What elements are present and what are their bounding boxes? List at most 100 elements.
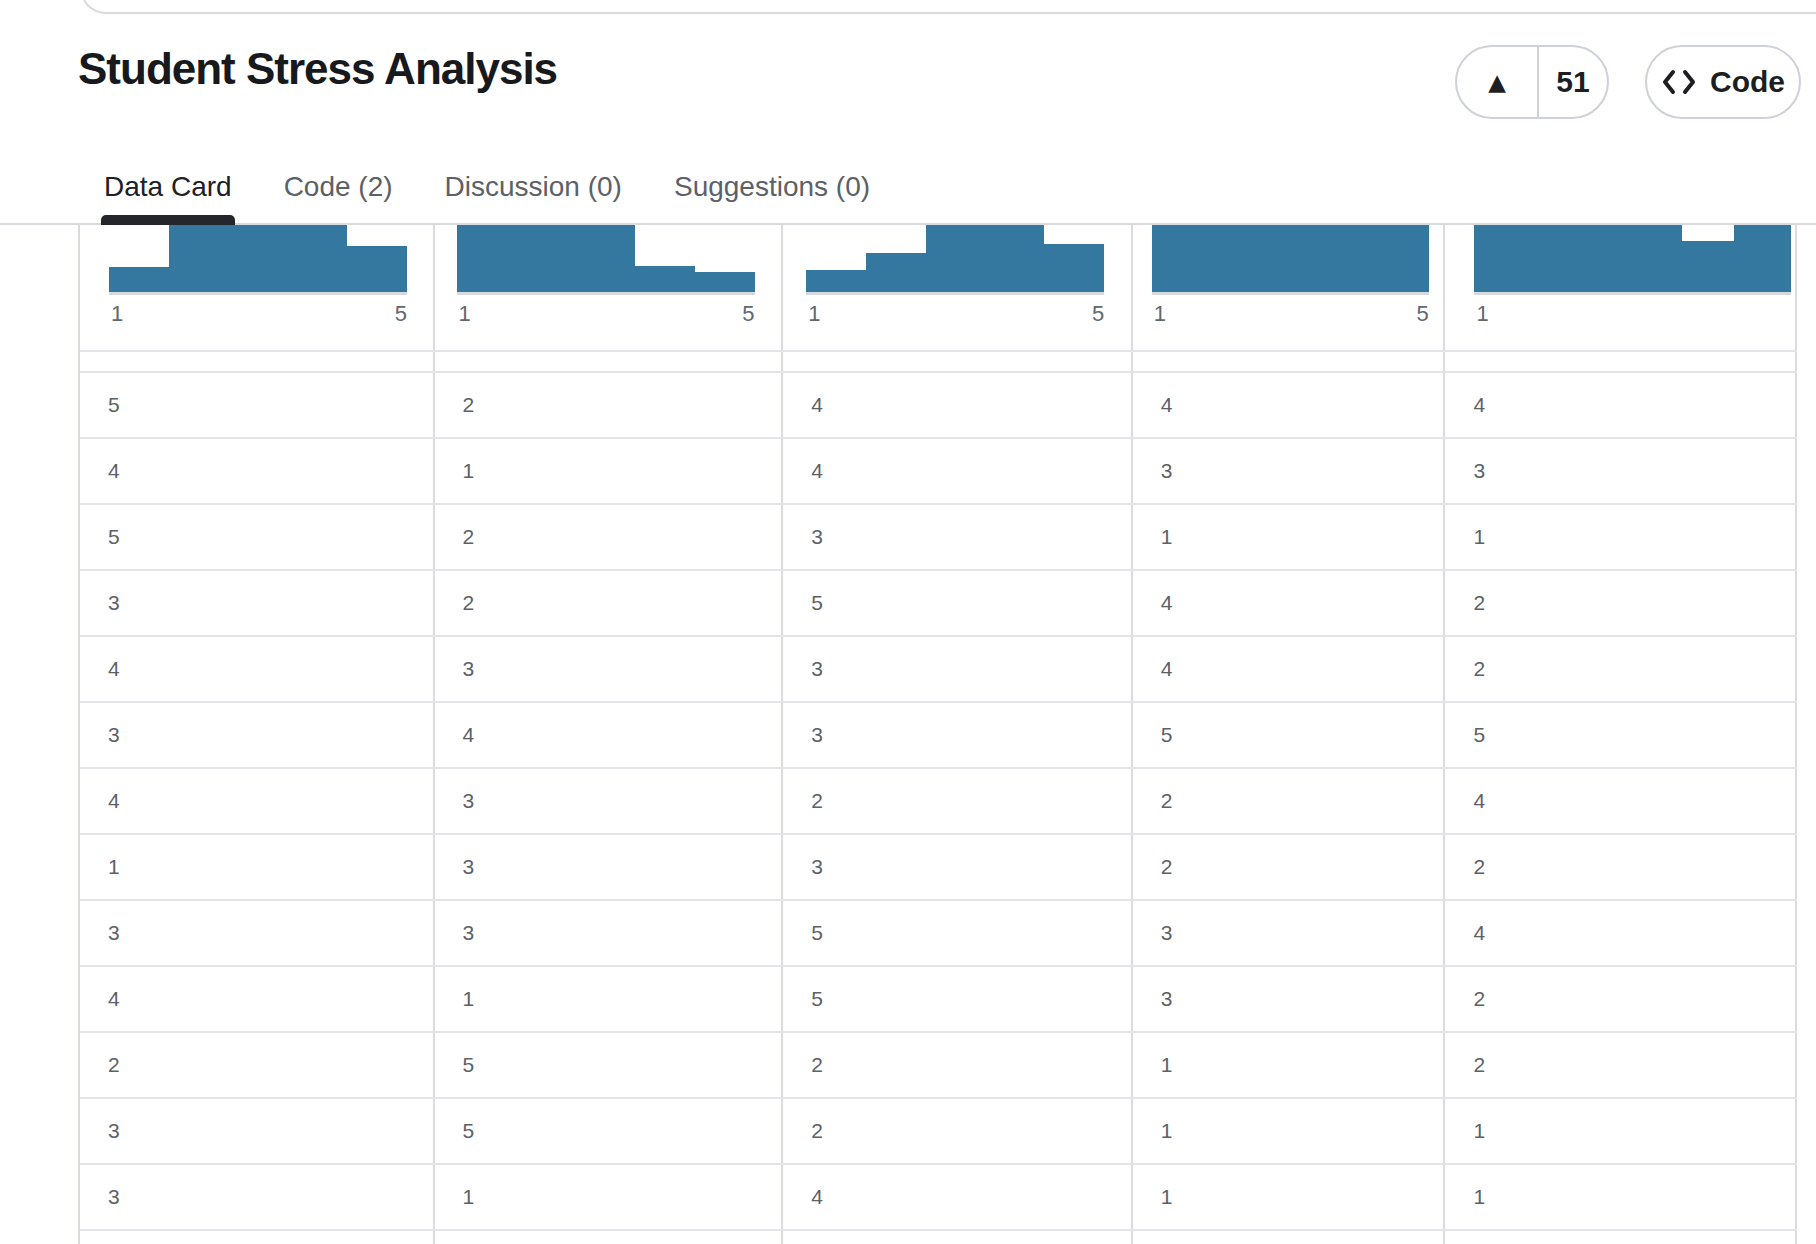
cell-value: 1 bbox=[1445, 1185, 1485, 1209]
table-row: 41532 bbox=[80, 967, 1797, 1033]
upvote-button[interactable]: ▲ 51 bbox=[1455, 45, 1609, 119]
tab-suggestions-0[interactable]: Suggestions (0) bbox=[674, 150, 870, 223]
page-title: Student Stress Analysis bbox=[78, 44, 557, 94]
column-header-cell: 15 bbox=[435, 225, 784, 350]
cell-value: 4 bbox=[80, 657, 120, 681]
cell-value: 4 bbox=[1445, 921, 1485, 945]
table-cell: 3 bbox=[80, 1099, 435, 1163]
table-cell: 3 bbox=[435, 835, 784, 899]
table-cell bbox=[80, 1231, 435, 1244]
table-cell: 4 bbox=[1133, 373, 1446, 437]
table-row: 34355 bbox=[80, 703, 1797, 769]
cell-value: 5 bbox=[80, 525, 120, 549]
table-cell: 2 bbox=[783, 769, 1133, 833]
table-cell: 2 bbox=[1133, 835, 1446, 899]
axis-min-label: 1 bbox=[111, 301, 123, 327]
tab-discussion-0[interactable]: Discussion (0) bbox=[445, 150, 622, 223]
table-row: 52444 bbox=[80, 373, 1797, 439]
table-cell: 3 bbox=[1445, 439, 1797, 503]
cell-value: 3 bbox=[783, 525, 823, 549]
table-cell: 3 bbox=[80, 703, 435, 767]
cell-value: 4 bbox=[435, 723, 475, 747]
axis-min-label: 1 bbox=[808, 301, 820, 327]
table-cell: 4 bbox=[80, 967, 435, 1031]
upvote-count[interactable]: 51 bbox=[1539, 65, 1607, 99]
table-row: 5 2 3 11 bbox=[80, 505, 1797, 571]
cell-value: 5 bbox=[783, 591, 823, 615]
table-cell bbox=[435, 352, 784, 371]
cell-value: 2 bbox=[435, 393, 475, 417]
column-histogram bbox=[80, 225, 433, 292]
table-cell: 1 bbox=[1445, 505, 1797, 569]
axis-max-label: 5 bbox=[1389, 301, 1429, 327]
cell-value: 2 bbox=[1133, 789, 1173, 813]
code-button[interactable]: Code bbox=[1645, 45, 1801, 119]
cell-value: 2 bbox=[435, 525, 475, 549]
tab-data-card[interactable]: Data Card bbox=[104, 150, 232, 223]
table-cell: 3 bbox=[435, 637, 784, 701]
cell-value: 2 bbox=[1445, 987, 1485, 1011]
table-cell: 3 bbox=[783, 637, 1133, 701]
table-cell: 1 bbox=[1133, 1165, 1446, 1229]
table-cell: 1 bbox=[1133, 505, 1446, 569]
table-cell: 4 bbox=[80, 769, 435, 833]
table-row: 32542 bbox=[80, 571, 1797, 637]
cell-value: 3 bbox=[1133, 921, 1173, 945]
cell-value: 5 bbox=[783, 921, 823, 945]
column-histogram bbox=[783, 225, 1131, 292]
histogram-bar bbox=[806, 270, 866, 292]
table-cell: 2 bbox=[1445, 1033, 1797, 1097]
cell-value: 3 bbox=[783, 723, 823, 747]
cell-value: 4 bbox=[80, 459, 120, 483]
table-row: 35211 bbox=[80, 1099, 1797, 1165]
table-row: 31411 bbox=[80, 1165, 1797, 1231]
cell-value: 3 bbox=[783, 855, 823, 879]
cell-value: 4 bbox=[1445, 789, 1485, 813]
cell-value: 3 bbox=[80, 1119, 120, 1143]
histogram-bar bbox=[1734, 225, 1791, 292]
cell-value: 2 bbox=[1445, 855, 1485, 879]
histogram-bar bbox=[1044, 244, 1104, 292]
cell-value: 1 bbox=[435, 459, 475, 483]
cell-value: 3 bbox=[1445, 459, 1485, 483]
cell-value: 2 bbox=[1445, 657, 1485, 681]
cell-value: 3 bbox=[435, 657, 475, 681]
cell-value: 4 bbox=[1133, 393, 1173, 417]
cell-value: 5 bbox=[435, 1053, 475, 1077]
upvote-arrow-segment[interactable]: ▲ bbox=[1457, 47, 1539, 117]
table-cell: 4 bbox=[80, 637, 435, 701]
cell-value: 3 bbox=[1133, 459, 1173, 483]
axis-min-label: 1 bbox=[459, 301, 471, 327]
cell-value: 5 bbox=[435, 1119, 475, 1143]
table-cell: 3 bbox=[80, 571, 435, 635]
cell-value: 2 bbox=[783, 789, 823, 813]
histogram-baseline bbox=[1152, 292, 1429, 295]
table-row: 41433 bbox=[80, 439, 1797, 505]
histogram-bar bbox=[169, 225, 347, 292]
cell-value: 4 bbox=[1133, 591, 1173, 615]
table-row: 43224 bbox=[80, 769, 1797, 835]
data-table: 1515151515244441433523113254243342343554… bbox=[78, 225, 1797, 1244]
table-cell: 4 bbox=[1445, 373, 1797, 437]
histogram-baseline bbox=[457, 292, 755, 295]
cell-value: 4 bbox=[783, 1185, 823, 1209]
cell-value: 2 bbox=[1133, 855, 1173, 879]
cell-value: 4 bbox=[1445, 393, 1485, 417]
column-histogram bbox=[435, 225, 782, 292]
tab-code-2[interactable]: Code (2) bbox=[284, 150, 393, 223]
table-cell: 3 bbox=[783, 835, 1133, 899]
table-cell bbox=[435, 1231, 784, 1244]
histogram-bar bbox=[1682, 241, 1734, 292]
table-row: 33534 bbox=[80, 901, 1797, 967]
clipped-bottom-row bbox=[80, 1231, 1797, 1244]
table-cell: 2 bbox=[783, 1099, 1133, 1163]
table-cell: 1 bbox=[1445, 1099, 1797, 1163]
code-brackets-icon bbox=[1661, 69, 1697, 95]
cell-value: 2 bbox=[783, 1053, 823, 1077]
cell-value: 1 bbox=[1133, 1053, 1173, 1077]
histogram-bar bbox=[695, 272, 755, 292]
table-cell: 5 bbox=[435, 1033, 784, 1097]
cell-value: 2 bbox=[435, 591, 475, 615]
table-cell: 5 bbox=[1445, 703, 1797, 767]
table-cell: 3 bbox=[1133, 901, 1446, 965]
